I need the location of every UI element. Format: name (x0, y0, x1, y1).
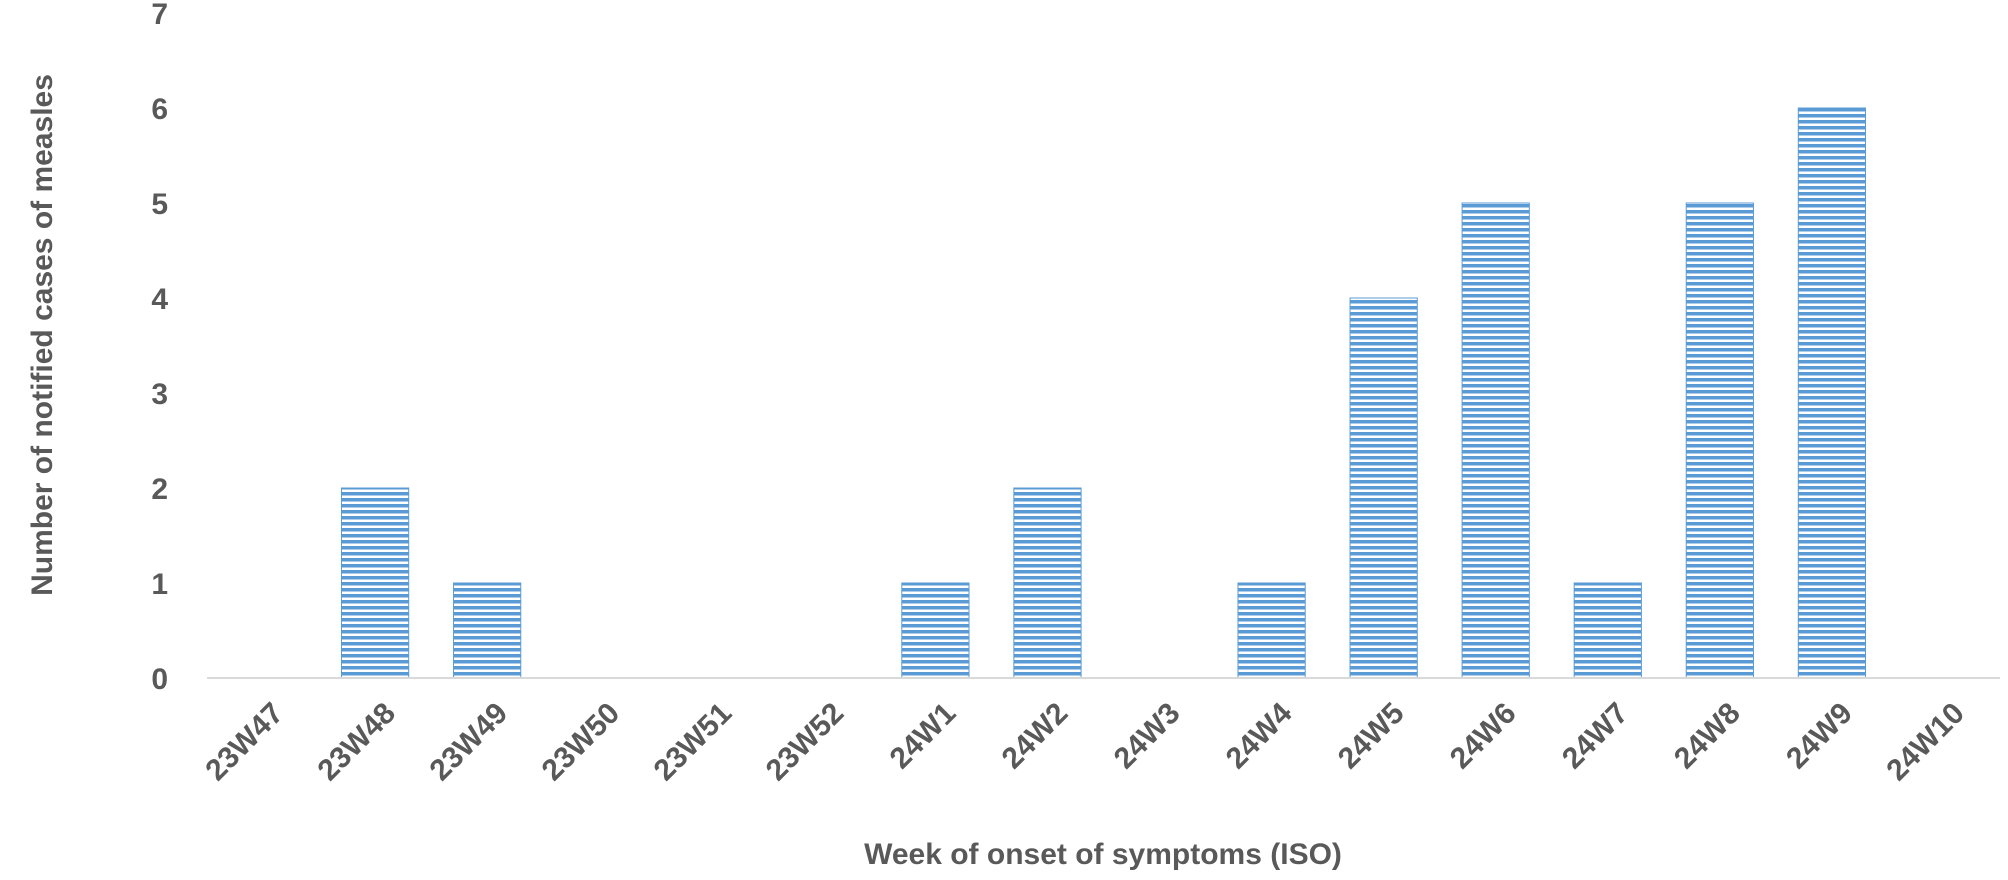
bar (1237, 582, 1306, 679)
x-tick-label: 24W9 (1780, 697, 1859, 776)
x-tick-label: 23W49 (424, 697, 515, 788)
bar (453, 582, 522, 679)
bar (1685, 202, 1754, 679)
x-axis-ticks: 23W47 23W48 23W49 23W50 23W51 23W52 24W1 24W2 24… (199, 696, 1970, 787)
x-tick-label: 23W47 (199, 697, 290, 788)
bar (901, 582, 970, 679)
x-tick-label: 24W6 (1444, 697, 1523, 776)
x-tick-label: 23W50 (536, 697, 627, 788)
y-axis-ticks: 0 1 2 3 4 5 6 7 (151, 0, 168, 696)
x-axis-title: Week of onset of symptoms (ISO) (864, 838, 1342, 871)
y-tick-label: 6 (151, 93, 168, 126)
bars (340, 107, 1867, 679)
bar (1573, 582, 1642, 679)
x-tick-label: 24W4 (1220, 696, 1299, 775)
x-tick-label: 24W8 (1668, 697, 1747, 776)
x-tick-label: 24W10 (1880, 697, 1971, 788)
y-tick-label: 1 (151, 568, 168, 601)
bar (1797, 107, 1867, 679)
x-tick-label: 24W5 (1332, 697, 1411, 776)
y-tick-label: 4 (151, 283, 168, 316)
bar (340, 487, 410, 679)
y-tick-label: 2 (151, 473, 168, 506)
x-tick-label: 24W2 (996, 697, 1075, 776)
x-tick-label: 24W1 (884, 697, 963, 776)
bar (1013, 487, 1082, 679)
y-tick-label: 5 (151, 188, 168, 221)
x-tick-label: 23W51 (648, 697, 739, 788)
bar (1461, 202, 1530, 679)
x-tick-label: 24W7 (1556, 697, 1635, 776)
y-tick-label: 7 (151, 0, 168, 31)
y-axis-title: Number of notified cases of measles (26, 74, 59, 596)
y-tick-label: 3 (151, 378, 168, 411)
x-tick-label: 23W48 (311, 697, 402, 788)
y-tick-label: 0 (151, 663, 168, 696)
bar (1349, 297, 1418, 679)
x-tick-label: 23W52 (760, 697, 851, 788)
x-tick-label: 24W3 (1108, 697, 1187, 776)
